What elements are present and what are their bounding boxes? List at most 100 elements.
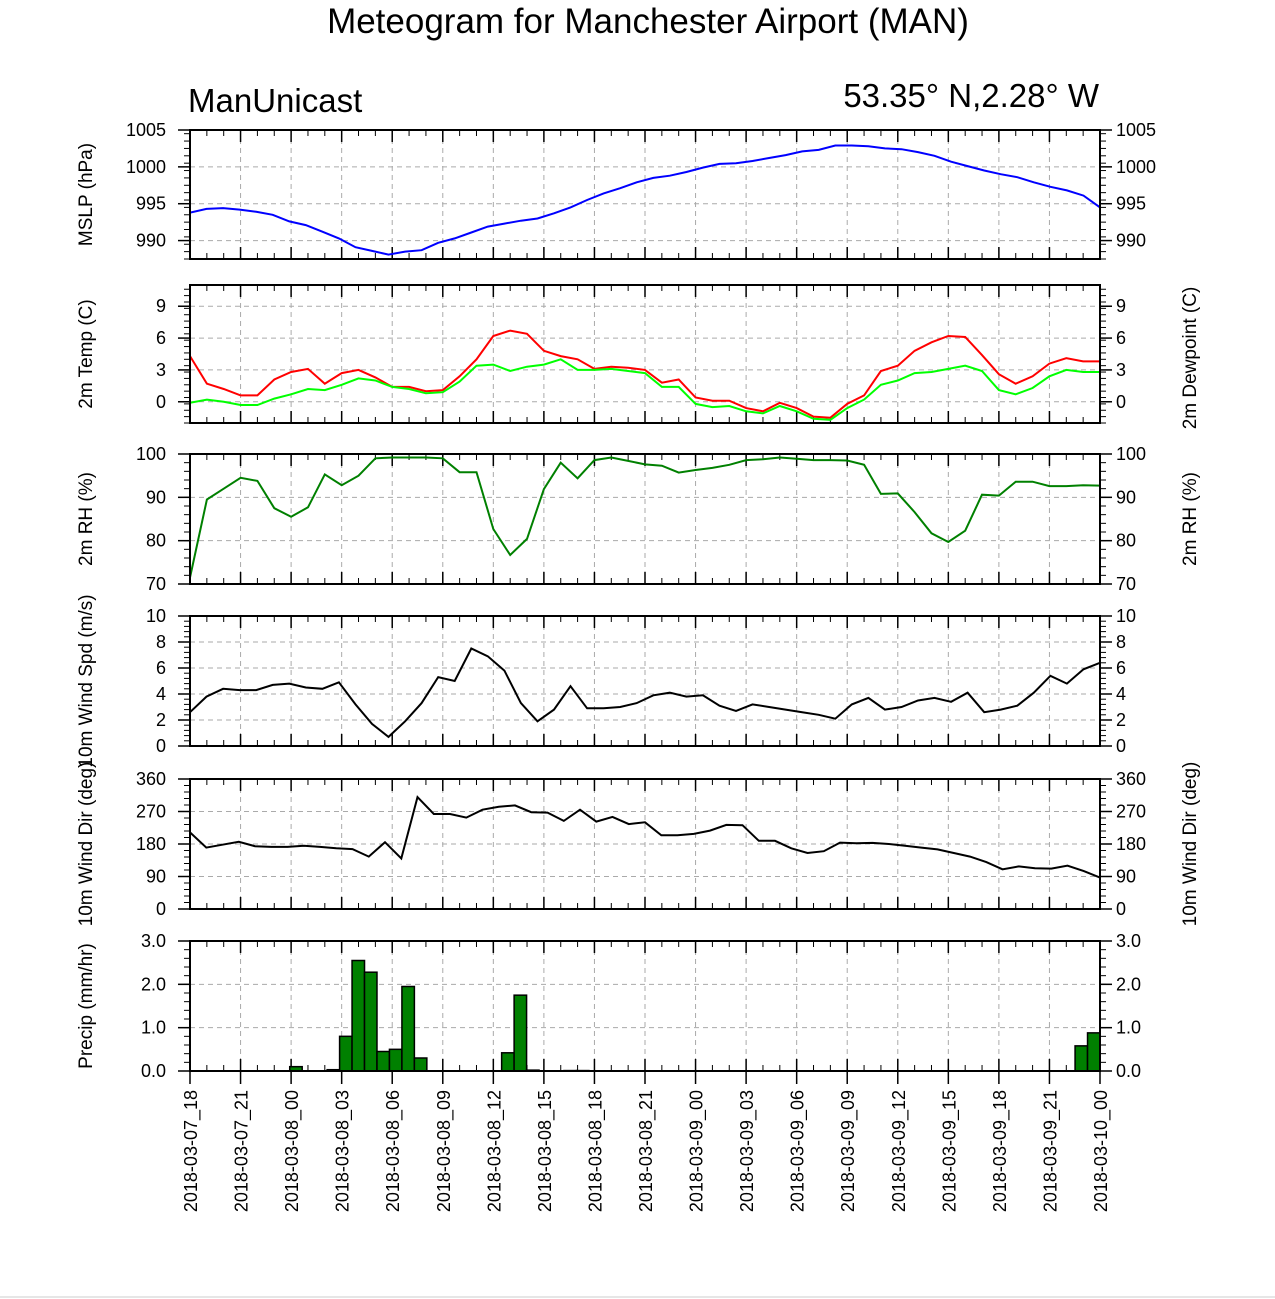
y-tick-label: 0 xyxy=(156,899,166,919)
y-tick-label: 10 xyxy=(146,606,166,626)
y-tick-label: 0.0 xyxy=(141,1061,166,1081)
series-line-temp-1 xyxy=(190,358,1100,421)
chart-title: Meteogram for Manchester Airport (MAN) xyxy=(327,2,969,41)
panel-frame xyxy=(189,284,1101,424)
x-tick-label: 2018-03-09_06 xyxy=(788,1090,809,1212)
series-line-mslp xyxy=(190,144,1100,256)
x-tick-label: 2018-03-09_12 xyxy=(889,1090,910,1212)
x-tick-label: 2018-03-08_06 xyxy=(383,1090,404,1212)
y-tick-label: 3 xyxy=(156,360,166,380)
x-tick-label: 2018-03-08_18 xyxy=(585,1090,606,1212)
x-tick-label: 2018-03-08_03 xyxy=(333,1090,354,1212)
precip-bar xyxy=(413,1057,428,1071)
y-tick-label-right: 3.0 xyxy=(1116,931,1141,951)
y-tick-label: 100 xyxy=(136,444,166,464)
panel-wspd: 0 0 2 2 4 4 6 6 8 8 10 10 10m Wind Spd (m/s) xyxy=(76,594,1136,767)
y-tick-label-right: 0.0 xyxy=(1116,1061,1141,1081)
panel-wdir: 0 0 90 90 180 180 270 270 360 360 10m Wind Dir (de… xyxy=(76,762,1146,927)
x-tick-label: 2018-03-09_09 xyxy=(838,1090,859,1212)
y-tick-label: 180 xyxy=(136,834,166,854)
series-line-wdir xyxy=(190,795,1100,879)
y-tick-label-right: 2.0 xyxy=(1116,974,1141,994)
y-tick-label-right: 1.0 xyxy=(1116,1018,1141,1038)
y-tick-label: 1.0 xyxy=(141,1018,166,1038)
y-tick-label: 360 xyxy=(136,769,166,789)
y-tick-label-right: 70 xyxy=(1116,574,1136,594)
precip-bar xyxy=(513,994,528,1071)
x-tick-label: 2018-03-08_09 xyxy=(434,1090,455,1212)
series-group xyxy=(190,144,1100,256)
series-group xyxy=(190,647,1100,739)
y-tick-label: 4 xyxy=(156,684,166,704)
y-tick-label: 1000 xyxy=(126,157,166,177)
x-tick-label: 2018-03-09_21 xyxy=(1040,1090,1061,1212)
y-axis-label: 2m Temp (C) xyxy=(76,299,97,408)
y-tick-label-right: 90 xyxy=(1116,487,1136,507)
y-axis-label: Precip (mm/hr) xyxy=(76,943,97,1069)
y-tick-label-right: 0 xyxy=(1116,899,1126,919)
panel-frame xyxy=(189,129,1101,260)
y-axis-label-right: 2m RH (%) xyxy=(1180,472,1201,566)
y-tick-label-right: 80 xyxy=(1116,531,1136,551)
panel-frame xyxy=(189,453,1101,585)
y-tick-label-right: 1005 xyxy=(1116,120,1156,140)
x-tick-label: 2018-03-10_00 xyxy=(1091,1090,1112,1212)
y-tick-label-right: 2 xyxy=(1116,710,1126,730)
y-tick-label: 80 xyxy=(146,531,166,551)
x-tick-label: 2018-03-09_00 xyxy=(687,1090,708,1212)
x-tick-label: 2018-03-07_18 xyxy=(181,1090,202,1212)
precip-bar xyxy=(401,985,416,1071)
y-axis-label: MSLP (hPa) xyxy=(76,143,97,246)
y-tick-label: 9 xyxy=(156,296,166,316)
coordinates-label: 53.35° N,2.28° W xyxy=(843,77,1100,114)
series-line-temp xyxy=(190,329,1100,419)
y-tick-label-right: 1000 xyxy=(1116,157,1156,177)
y-tick-label: 3.0 xyxy=(141,931,166,951)
series-group xyxy=(190,795,1100,879)
precip-bar xyxy=(500,1052,515,1071)
precip-bar xyxy=(388,1048,403,1071)
x-tick-label: 2018-03-09_18 xyxy=(990,1090,1011,1212)
panel-frame xyxy=(189,615,1101,747)
precip-bar xyxy=(338,1035,353,1071)
x-tick-label: 2018-03-08_00 xyxy=(282,1090,303,1212)
precip-bar xyxy=(1086,1032,1100,1071)
series-group xyxy=(190,329,1100,421)
y-tick-label-right: 8 xyxy=(1116,632,1126,652)
y-tick-label-right: 270 xyxy=(1116,802,1146,822)
x-tick-label: 2018-03-09_03 xyxy=(737,1090,758,1212)
y-tick-label: 90 xyxy=(146,867,166,887)
y-tick-label: 1005 xyxy=(126,120,166,140)
series-group xyxy=(288,959,1100,1071)
panel-mslp: 990 990 995 995 1000 1000 1005 1005 MSLP (hPa) xyxy=(76,120,1156,260)
x-tick-label: 2018-03-08_12 xyxy=(484,1090,505,1212)
y-tick-label-right: 0 xyxy=(1116,736,1126,756)
y-axis-label-right: 2m Dewpoint (C) xyxy=(1180,287,1201,430)
y-axis-label: 10m Wind Dir (deg) xyxy=(76,762,97,927)
precip-bar xyxy=(1074,1045,1089,1071)
y-tick-label-right: 3 xyxy=(1116,360,1126,380)
y-tick-label-right: 4 xyxy=(1116,684,1126,704)
y-tick-label-right: 995 xyxy=(1116,194,1146,214)
panel-temp: 0 0 3 3 6 6 9 9 2m Temp (C) xyxy=(76,284,1126,424)
y-tick-label: 990 xyxy=(136,231,166,251)
y-axis-label: 2m RH (%) xyxy=(76,472,97,566)
panel-rh: 70 70 80 80 90 90 100 100 2m RH (%) xyxy=(76,444,1146,594)
y-tick-label: 6 xyxy=(156,658,166,678)
y-tick-label-right: 100 xyxy=(1116,444,1146,464)
y-tick-label: 6 xyxy=(156,328,166,348)
y-tick-label-right: 180 xyxy=(1116,834,1146,854)
series-group xyxy=(190,456,1100,578)
y-tick-label: 8 xyxy=(156,632,166,652)
panel-frame xyxy=(189,778,1101,910)
y-tick-label: 995 xyxy=(136,194,166,214)
precip-bar xyxy=(376,1050,391,1071)
y-tick-label: 0 xyxy=(156,736,166,756)
y-axis-label-right: 10m Wind Dir (deg) xyxy=(1180,762,1201,927)
y-tick-label-right: 360 xyxy=(1116,769,1146,789)
y-tick-label-right: 6 xyxy=(1116,328,1126,348)
series-line-rh xyxy=(190,456,1100,578)
y-tick-label: 270 xyxy=(136,802,166,822)
x-tick-label: 2018-03-07_21 xyxy=(232,1090,253,1212)
y-tick-label: 0 xyxy=(156,392,166,412)
